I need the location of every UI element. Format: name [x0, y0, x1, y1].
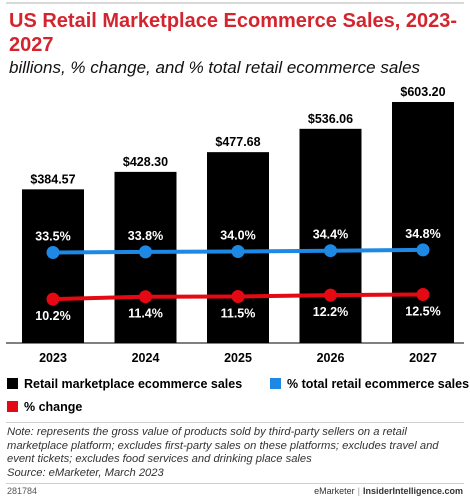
x-tick-label: 2026 [317, 351, 345, 365]
brand-name: eMarketer [314, 486, 355, 496]
share-value-label: 34.8% [405, 227, 440, 241]
point-share [139, 245, 152, 259]
bar-value-label: $384.57 [30, 172, 75, 186]
bar-value-label: $603.20 [400, 85, 445, 99]
point-share [324, 244, 337, 258]
bar-2026 [299, 128, 362, 343]
change-value-label: 11.4% [128, 307, 163, 321]
share-value-label: 33.8% [128, 229, 163, 243]
bar-value-label: $477.68 [215, 135, 260, 149]
x-tick-label: 2023 [39, 351, 67, 365]
chart-id: 281784 [7, 486, 38, 496]
share-value-label: 34.0% [220, 229, 255, 243]
bar-value-label: $536.06 [308, 112, 353, 126]
legend-label-share: % total retail ecommerce sales [287, 377, 470, 391]
x-tick-labels: 2023 2024 2025 2026 2027 [39, 351, 437, 365]
change-value-label: 11.5% [221, 307, 256, 321]
chart-title: US Retail Marketplace Ecommerce Sales, 2… [9, 10, 458, 56]
divider [6, 422, 464, 423]
legend-item-share: % total retail ecommerce sales [270, 377, 469, 391]
legend-swatch-change [7, 401, 18, 412]
bar-2023 [22, 189, 84, 343]
point-change [46, 292, 60, 306]
bar-2027 [392, 102, 454, 343]
footer-brand: eMarketer | InsiderIntelligence.com [314, 486, 463, 496]
x-tick-label: 2025 [224, 351, 252, 365]
point-share [231, 245, 245, 258]
chart-plot: $384.57 $428.30 $477.68 $536.06 $603.20 33.5… [6, 85, 464, 365]
chart-note: Note: represents the gross value of prod… [7, 426, 465, 480]
top-rule [6, 2, 464, 4]
bar-value-labels: $384.57 $428.30 $477.68 $536.06 $603.20 [30, 85, 445, 186]
point-share [416, 243, 430, 257]
legend-item-change: % change [7, 400, 82, 414]
legend-item-sales: Retail marketplace ecommerce sales [7, 377, 242, 391]
legend-swatch-sales [7, 378, 18, 389]
bar-value-label: $428.30 [123, 155, 168, 169]
x-tick-label: 2024 [132, 351, 160, 365]
point-share [46, 246, 60, 259]
change-value-label: 12.5% [405, 305, 440, 319]
brand-separator: | [357, 486, 360, 496]
point-change [139, 290, 152, 304]
footer-divider [6, 483, 464, 484]
legend-label-change: % change [24, 400, 83, 414]
change-value-label: 10.2% [35, 309, 70, 323]
share-value-label: 33.5% [35, 230, 70, 244]
legend-swatch-share [270, 378, 281, 389]
legend-label-sales: Retail marketplace ecommerce sales [24, 377, 243, 391]
chart-subtitle: billions, % change, and % total retail e… [9, 58, 421, 77]
point-change [416, 288, 430, 301]
source-text: Source: eMarketer, March 2023 [7, 466, 164, 479]
share-value-label: 34.4% [313, 228, 348, 242]
note-text: Note: represents the gross value of prod… [7, 426, 439, 466]
point-change [231, 290, 245, 303]
line-value-labels: 33.5% 33.8% 34.0% 34.4% 34.8% 10.2% 11.4% 11.5%… [35, 227, 440, 323]
change-value-label: 12.2% [313, 305, 348, 319]
lines-layer [46, 243, 430, 306]
brand-site: InsiderIntelligence.com [362, 486, 463, 496]
point-change [324, 288, 337, 302]
x-tick-label: 2027 [409, 351, 437, 365]
